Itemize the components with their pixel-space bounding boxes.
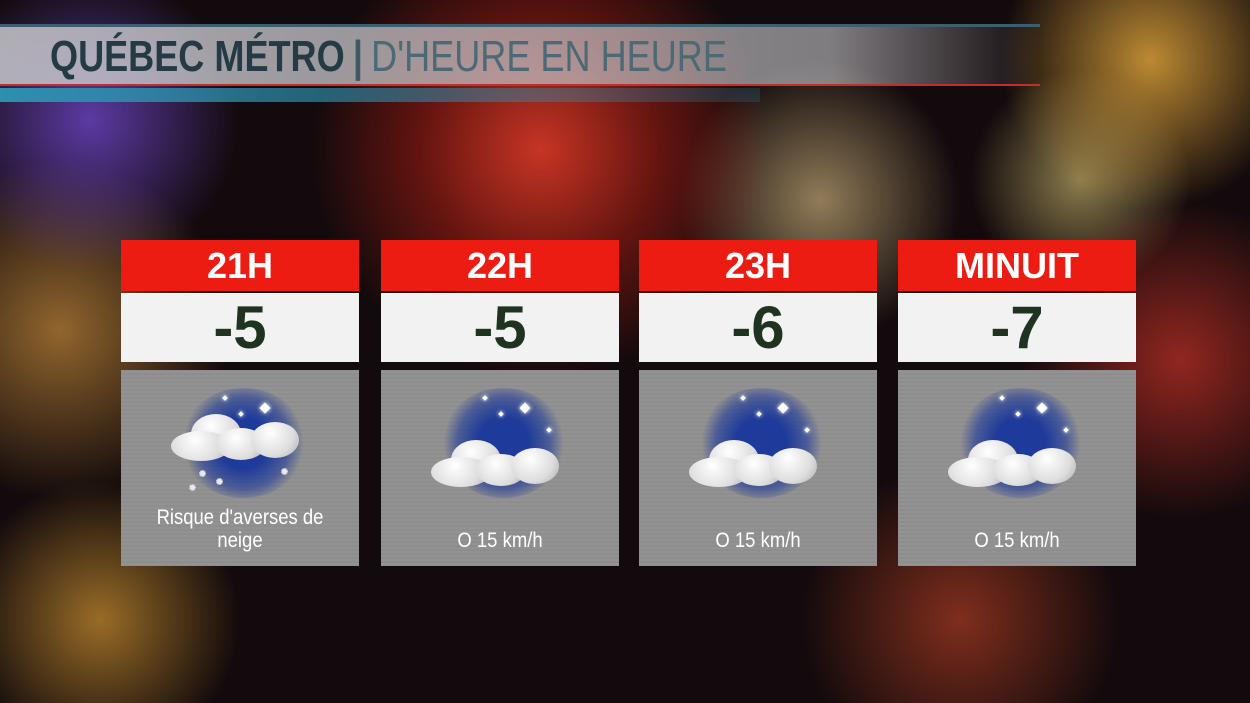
forecast-temperature: -5 — [121, 293, 359, 362]
forecast-card: 22H -5 O 15 km/h — [381, 240, 619, 566]
snowflake-icon — [216, 478, 223, 485]
forecast-card: 21H -5 Risque d'averses de neige — [121, 240, 359, 566]
forecast-hour: 22H — [381, 240, 619, 291]
forecast-condition-panel: O 15 km/h — [898, 370, 1136, 566]
cloud-icon — [431, 432, 561, 492]
forecast-card: 23H -6 O 15 km/h — [639, 240, 877, 566]
title-separator: | — [352, 32, 363, 81]
page-title: QUÉBEC MÉTRO | D'HEURE EN HEURE — [50, 32, 727, 82]
forecast-card: MINUIT -7 O 15 km/h — [898, 240, 1136, 566]
banner-accent-strip — [0, 88, 760, 102]
page-subtitle: D'HEURE EN HEURE — [371, 32, 727, 81]
forecast-condition-text: O 15 km/h — [974, 529, 1060, 552]
forecast-condition-panel: O 15 km/h — [381, 370, 619, 566]
cloud-icon — [948, 432, 1078, 492]
forecast-temperature: -7 — [898, 293, 1136, 362]
snowflake-icon — [281, 468, 288, 475]
forecast-hour: 21H — [121, 240, 359, 291]
snowflake-icon — [189, 484, 196, 491]
region-title: QUÉBEC MÉTRO — [50, 32, 345, 81]
forecast-condition-text: O 15 km/h — [715, 529, 801, 552]
forecast-hour: MINUIT — [898, 240, 1136, 291]
title-banner — [0, 24, 1040, 86]
forecast-condition-panel: Risque d'averses de neige — [121, 370, 359, 566]
snowflake-icon — [199, 470, 206, 477]
forecast-temperature: -6 — [639, 293, 877, 362]
forecast-condition-panel: O 15 km/h — [639, 370, 877, 566]
cloud-icon — [171, 406, 301, 466]
forecast-hour: 23H — [639, 240, 877, 291]
forecast-temperature: -5 — [381, 293, 619, 362]
forecast-condition-text: O 15 km/h — [457, 529, 543, 552]
forecast-condition-text: Risque d'averses de neige — [156, 506, 324, 552]
cloud-icon — [689, 432, 819, 492]
